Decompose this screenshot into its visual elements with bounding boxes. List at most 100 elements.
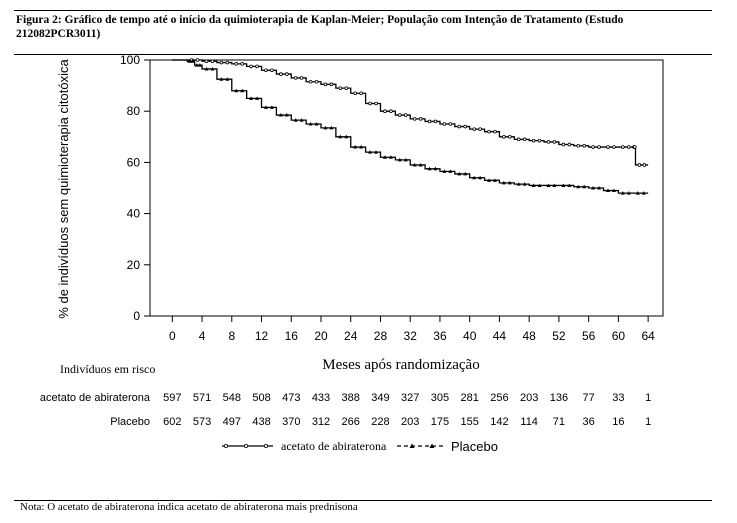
legend-marker xyxy=(429,443,435,448)
risk-value: 571 xyxy=(193,392,211,404)
censor-mark xyxy=(264,68,268,73)
censor-mark xyxy=(197,63,202,67)
censor-mark xyxy=(457,124,462,129)
censor-mark xyxy=(383,109,387,113)
risk-value: 114 xyxy=(520,416,538,428)
risk-value: 497 xyxy=(223,416,241,428)
censor-mark xyxy=(314,79,319,84)
censor-mark xyxy=(255,64,259,69)
y-tick-label: 80 xyxy=(127,104,141,118)
censor-mark xyxy=(323,125,328,130)
censor-mark xyxy=(234,62,239,66)
censor-mark xyxy=(293,118,298,122)
censor-mark xyxy=(621,145,625,149)
caption-rule xyxy=(14,54,712,55)
censor-mark xyxy=(612,145,616,149)
risk-value: 573 xyxy=(193,416,211,428)
x-tick-label: 32 xyxy=(404,329,418,343)
x-tick-label: 52 xyxy=(552,329,566,343)
censor-mark xyxy=(492,178,497,182)
censor-mark xyxy=(210,66,215,71)
censor-mark xyxy=(397,157,402,162)
censor-mark xyxy=(323,82,328,87)
censor-mark xyxy=(597,145,601,149)
censor-mark xyxy=(225,60,230,65)
figure-caption: Figura 2: Gráfico de tempo até o início … xyxy=(16,14,624,40)
censor-mark xyxy=(278,113,283,117)
censor-mark xyxy=(501,180,506,185)
censor-mark xyxy=(412,117,417,121)
censor-mark xyxy=(633,145,637,149)
risk-value: 33 xyxy=(612,392,624,404)
censor-mark xyxy=(353,145,358,149)
y-tick-label: 100 xyxy=(120,53,140,67)
censor-mark xyxy=(637,163,642,167)
note-rule xyxy=(14,500,712,501)
censor-mark xyxy=(270,68,274,73)
x-axis-label: Meses após randomização xyxy=(322,357,479,373)
risk-value: 203 xyxy=(520,392,538,404)
censor-mark xyxy=(591,186,596,190)
x-tick-label: 40 xyxy=(463,329,477,343)
censor-mark xyxy=(338,134,343,139)
x-tick-label: 8 xyxy=(228,329,235,343)
censor-mark xyxy=(611,188,616,193)
censor-mark xyxy=(255,96,260,100)
censor-mark xyxy=(403,113,408,117)
censor-mark xyxy=(314,122,319,126)
censor-mark xyxy=(507,180,512,185)
censor-mark xyxy=(284,113,289,117)
censor-mark xyxy=(487,178,492,182)
censor-mark xyxy=(374,150,379,154)
risk-value: 1 xyxy=(645,392,651,404)
x-tick-label: 44 xyxy=(493,329,507,343)
legend-label-placebo: Placebo xyxy=(451,439,498,454)
series-lines xyxy=(172,58,649,195)
risk-value: 256 xyxy=(490,392,508,404)
censor-mark xyxy=(308,79,313,84)
censor-mark xyxy=(448,122,453,126)
censor-mark xyxy=(398,113,402,117)
risk-value: 370 xyxy=(282,416,300,428)
x-tick-label: 60 xyxy=(612,329,626,343)
censor-mark xyxy=(487,129,491,134)
censor-mark xyxy=(225,77,230,81)
censor-mark xyxy=(531,183,536,187)
risk-value: 266 xyxy=(342,416,360,428)
censor-mark xyxy=(195,58,200,62)
risk-value: 203 xyxy=(401,416,419,428)
censor-mark xyxy=(641,191,646,195)
censor-mark xyxy=(642,163,647,167)
x-tick-labels: 0 4 8 12 16 20 24 28 32 36 40 44 48 52 56 60 64 xyxy=(169,329,655,343)
censor-mark xyxy=(353,91,358,96)
risk-value: 305 xyxy=(431,392,449,404)
legend-marker xyxy=(243,443,248,448)
censor-mark xyxy=(293,76,298,80)
risk-table-title: Indivíduos em risco xyxy=(60,362,155,376)
censor-mark xyxy=(374,101,378,106)
censor-mark xyxy=(567,183,572,187)
risk-value: 548 xyxy=(223,392,241,404)
censor-mark xyxy=(537,183,542,187)
censor-mark xyxy=(249,64,253,69)
censor-mark xyxy=(522,182,527,186)
censor-mark xyxy=(463,171,468,176)
censor-mark xyxy=(472,127,476,131)
censor-mark xyxy=(576,143,581,148)
legend-marker xyxy=(263,443,268,448)
censor-mark xyxy=(552,183,557,187)
figure-note: Nota: O acetato de abiraterona indica ac… xyxy=(20,501,358,513)
censor-mark xyxy=(493,129,497,134)
censor-mark xyxy=(597,186,602,190)
censor-mark xyxy=(427,119,432,124)
risk-value: 327 xyxy=(401,392,419,404)
censor-mark xyxy=(299,76,304,80)
censor-mark xyxy=(194,63,199,67)
risk-value: 136 xyxy=(550,392,568,404)
series-line-abiraterone xyxy=(172,59,649,166)
censor-mark xyxy=(516,137,521,142)
risk-row-label: acetato de abiraterona xyxy=(40,392,151,404)
x-tick-label: 4 xyxy=(199,329,206,343)
censor-mark xyxy=(567,142,572,147)
